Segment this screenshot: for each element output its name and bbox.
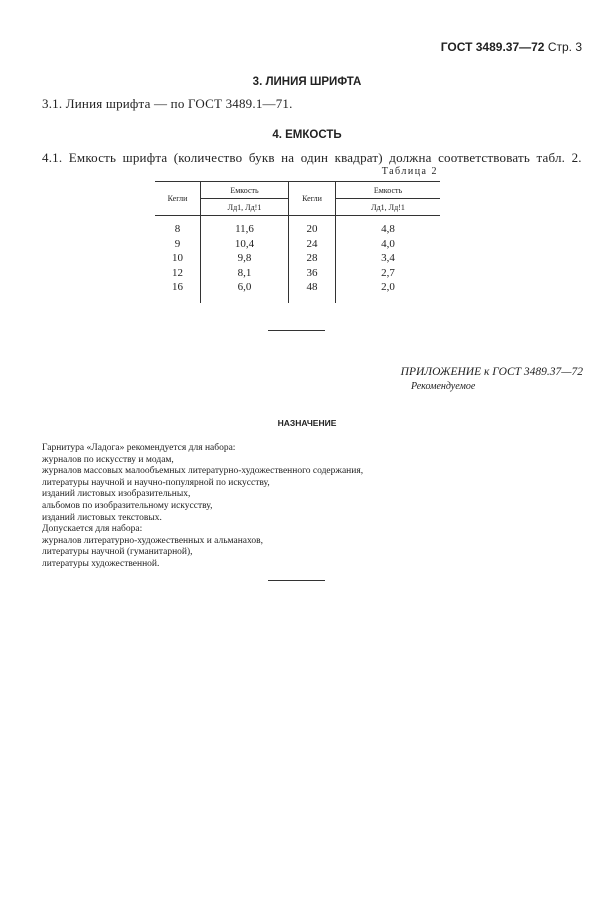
body-line: Гарнитура «Ладога» рекомендуется для наб… [42,443,236,453]
body-line: литературы художественной. [42,558,160,569]
col-header: Емкость [335,181,440,199]
table-cell: 8 [174,223,181,236]
body-line: литературы научной и научно-популярной п… [42,477,270,488]
table-cell: 24 [288,236,336,251]
table-cell: 28 [288,251,336,266]
table-cell: 8,1 [200,265,289,280]
appendix-subtitle: Рекомендуемое [411,381,476,392]
table-cell: 36 [288,265,336,280]
table-row: 16 6,0 48 2,0 [155,280,440,303]
col-subheader: Лд1, Лд!1 [335,198,440,216]
table-cell: 16 [172,281,183,294]
doc-number: ГОСТ 3489.37—72 [440,40,545,54]
appendix-title: ПРИЛОЖЕНИЕ к ГОСТ 3489.37—72 [400,366,583,378]
table-cell: 48 [288,280,336,303]
col-header: Кегли [288,181,336,216]
col-header: Емкость [200,181,289,199]
section-3-title: 3. ЛИНИЯ ШРИФТА [252,76,362,88]
table-cell: 3,4 [335,251,440,266]
table-cell: 10,4 [200,236,289,251]
paragraph-4-1: 4.1. Емкость шрифта (количество букв на … [42,150,582,165]
appendix-body: Гарнитура «Ладога» рекомендуется для наб… [42,443,363,571]
section-4-title: 4. ЕМКОСТЬ [272,129,342,141]
col-subheader: Лд1, Лд!1 [200,198,289,216]
table-row: 12 8,1 36 2,7 [155,265,440,280]
table-row: 8 11,6 20 4,8 [155,215,440,237]
table-cell: 4,0 [335,236,440,251]
col-header: Кегли [155,181,201,216]
table-cell: 20 [288,215,336,237]
table-cell: 10 [172,252,183,265]
body-line: альбомов по изобразительному искусству, [42,500,213,511]
table-row: 10 9,8 28 3,4 [155,251,440,266]
body-line: изданий листовых изобразительных, [42,489,191,500]
body-line: литературы научной (гуманитарной), [42,547,193,558]
paragraph-3-1: 3.1. Линия шрифта — по ГОСТ 3489.1—71. [42,96,293,111]
page-number: Стр. 3 [547,40,582,54]
page-header: ГОСТ 3489.37—72 Стр. 3 [441,40,582,54]
table-cell: 4,8 [335,215,440,237]
table-cell: 11,6 [200,215,289,237]
table-row: 9 10,4 24 4,0 [155,236,440,251]
body-line: журналов литературно-художественных и ал… [42,535,264,546]
body-line: Допускается для набора: [42,524,143,535]
body-line: журналов массовых малообъемных литератур… [42,466,364,477]
capacity-table: Кегли Емкость Кегли Емкость Лд1, Лд!1 Лд1, Л… [155,181,440,303]
body-line: изданий листовых текстовых. [42,512,162,523]
table-cell: 9,8 [200,251,289,266]
body-line: журналов по искусству и модам, [42,454,174,465]
table-cell: 2,7 [335,265,440,280]
table-cell: 9 [174,237,181,250]
table-caption: Таблица 2 [381,166,438,177]
divider [268,580,325,581]
table-cell: 12 [172,266,183,279]
table-cell: 6,0 [200,280,289,303]
appendix-heading: НАЗНАЧЕНИЕ [277,418,337,428]
divider [268,330,325,331]
table-cell: 2,0 [335,280,440,303]
